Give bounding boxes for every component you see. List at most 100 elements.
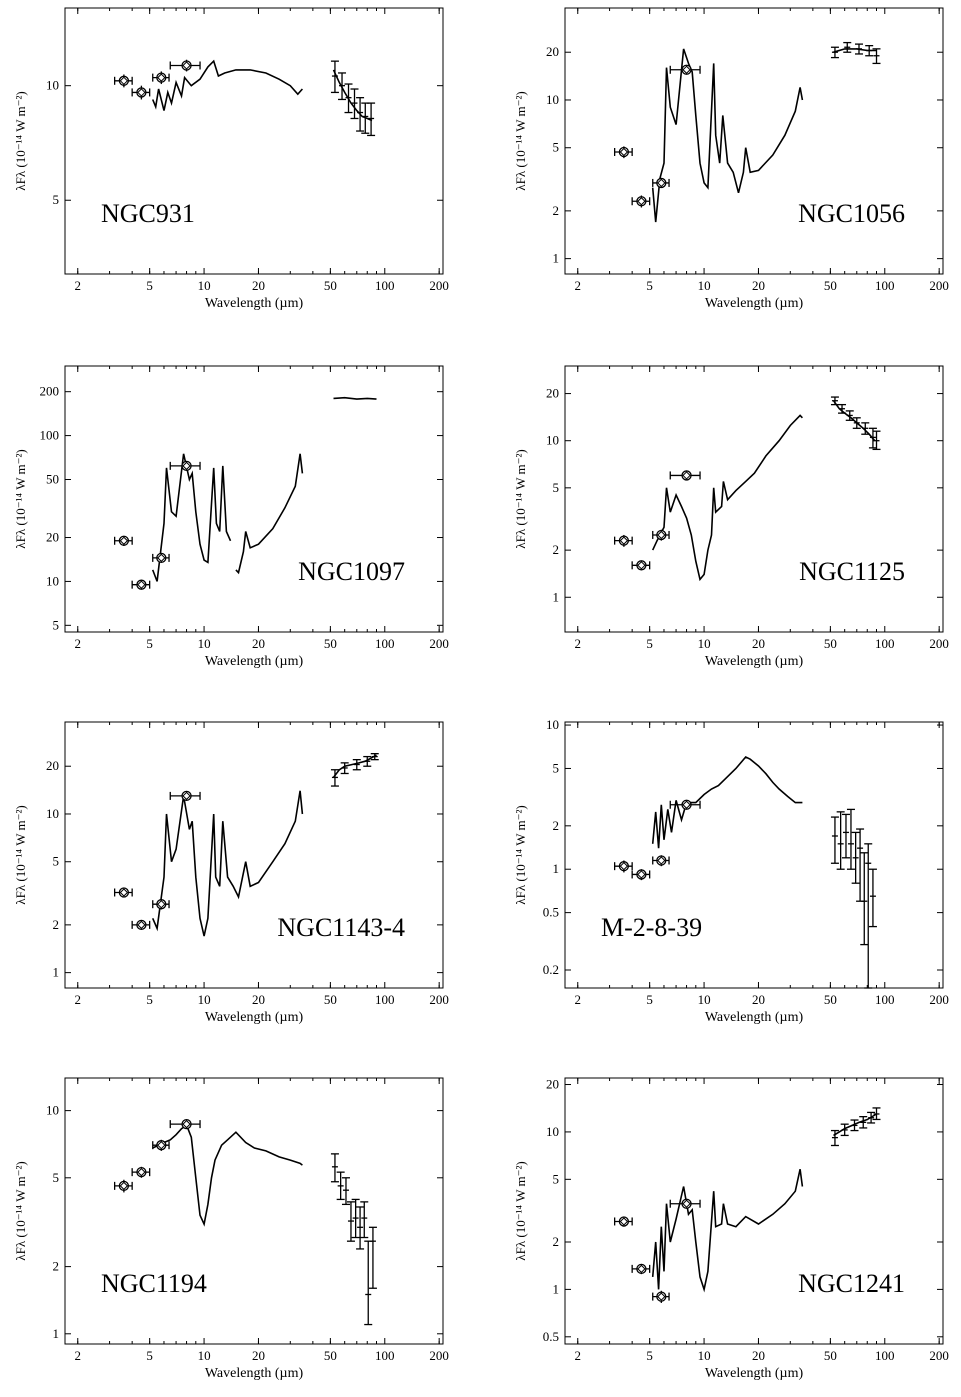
irs-spectrum-line [651,414,803,582]
x-tick-label: 100 [375,1348,395,1363]
x-tick-label: 100 [875,1348,895,1363]
x-axis-label: Wavelength (µm) [705,1010,804,1025]
x-tick-label: 200 [429,1348,449,1363]
photometry-diamond [157,899,166,909]
y-tick-label: 1 [53,965,60,980]
y-axis-label: λFλ (10⁻¹⁴ W m⁻²) [13,91,28,190]
irs-spectrum-line [151,453,232,582]
x-tick-label: 100 [875,278,895,293]
x-axis-label: Wavelength (µm) [705,1366,804,1381]
x-axis-label: Wavelength (µm) [205,296,304,311]
y-tick-label: 5 [553,1171,560,1186]
y-tick-label: 2 [553,542,560,557]
x-tick-label: 10 [198,636,211,651]
x-tick-label: 100 [375,278,395,293]
photometry-marker [618,146,630,158]
photometry-marker [618,535,630,546]
photometry-diamond [637,1264,646,1274]
photometry-diamond [182,1119,191,1129]
y-tick-label: 10 [546,1124,559,1139]
y-axis-label: λFλ (10⁻¹⁴ W m⁻²) [513,449,528,548]
x-tick-label: 200 [429,992,449,1007]
x-tick-label: 2 [575,636,582,651]
photometry-marker [156,1140,167,1151]
photometry-marker [181,60,192,71]
panel-label: NGC1125 [799,557,905,586]
photometry-diamond [619,1217,629,1226]
x-tick-label: 50 [824,1348,837,1363]
x-tick-label: 50 [324,992,337,1007]
y-tick-label: 1 [553,861,560,876]
x-tick-label: 100 [375,636,395,651]
y-tick-label: 2 [553,818,560,833]
irs-spectrum-line [651,48,804,223]
x-tick-label: 50 [824,992,837,1007]
x-tick-label: 2 [575,278,582,293]
y-axis-label: λFλ (10⁻¹⁴ W m⁻²) [513,1161,528,1260]
photometry-marker [656,1291,667,1302]
photometry-marker [618,1216,630,1227]
irs-spectrum-line [651,1169,804,1293]
plot-frame [64,1077,444,1345]
photometry-marker [181,460,192,472]
panel-label: M-2-8-39 [601,913,702,942]
x-tick-label: 200 [429,278,449,293]
photometry-marker [636,560,647,571]
photometry-marker [656,529,667,541]
photometry-diamond [637,561,646,570]
photometry-diamond [182,61,191,70]
photometry-diamond [619,147,629,157]
x-tick-label: 50 [324,636,337,651]
x-tick-label: 2 [575,1348,582,1363]
photometry-marker [681,64,692,75]
y-tick-label: 5 [553,760,560,775]
y-tick-label: 2 [53,1259,60,1274]
x-tick-label: 10 [698,992,711,1007]
photometry-marker [636,1263,647,1275]
y-tick-label: 5 [53,192,60,207]
y-tick-label: 10 [546,717,559,732]
x-tick-label: 10 [198,278,211,293]
irs-spectrum-line [832,400,876,442]
x-tick-label: 20 [252,636,265,651]
x-tick-label: 100 [875,992,895,1007]
x-axis-label: Wavelength (µm) [205,1366,304,1381]
y-tick-label: 10 [46,78,59,93]
photometry-marker [636,869,647,880]
photometry-diamond [682,800,691,809]
y-axis-label: λFλ (10⁻¹⁴ W m⁻²) [13,449,28,548]
photometry-diamond [119,1181,129,1191]
y-tick-label: 20 [46,758,59,773]
y-tick-label: 100 [40,428,60,443]
x-tick-label: 10 [198,992,211,1007]
photometry-diamond [137,580,146,589]
x-tick-label: 20 [252,278,265,293]
y-axis-label: λFλ (10⁻¹⁴ W m⁻²) [13,805,28,904]
x-tick-label: 20 [752,278,765,293]
x-axis-label: Wavelength (µm) [205,654,304,669]
photometry-marker [136,87,147,98]
photometry-diamond [119,76,129,86]
plot-frame [64,721,444,989]
x-tick-label: 100 [375,992,395,1007]
photometry-diamond [657,178,666,188]
photometry-marker [118,1180,130,1192]
plot-frame [64,7,444,275]
y-tick-label: 50 [46,471,59,486]
x-axis-label: Wavelength (µm) [705,296,804,311]
x-tick-label: 20 [252,1348,265,1363]
x-tick-label: 5 [146,992,153,1007]
plot-frame [564,365,944,633]
x-tick-label: 20 [252,992,265,1007]
y-tick-label: 1 [553,251,560,266]
y-axis-label: λFλ (10⁻¹⁴ W m⁻²) [513,805,528,904]
irs-spectrum-line [333,396,377,400]
x-tick-label: 200 [929,278,949,293]
chart-panel-6: 2 5 10 20 50 100 200 0.2 0.5 1 2 5 10 Wavelength (µm)… [513,717,949,1025]
y-tick-label: 5 [53,617,60,632]
photometry-diamond [619,861,629,871]
